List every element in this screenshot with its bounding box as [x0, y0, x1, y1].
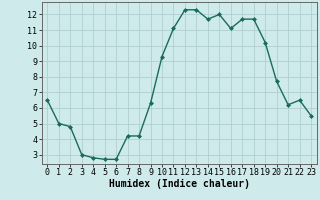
- X-axis label: Humidex (Indice chaleur): Humidex (Indice chaleur): [109, 179, 250, 189]
